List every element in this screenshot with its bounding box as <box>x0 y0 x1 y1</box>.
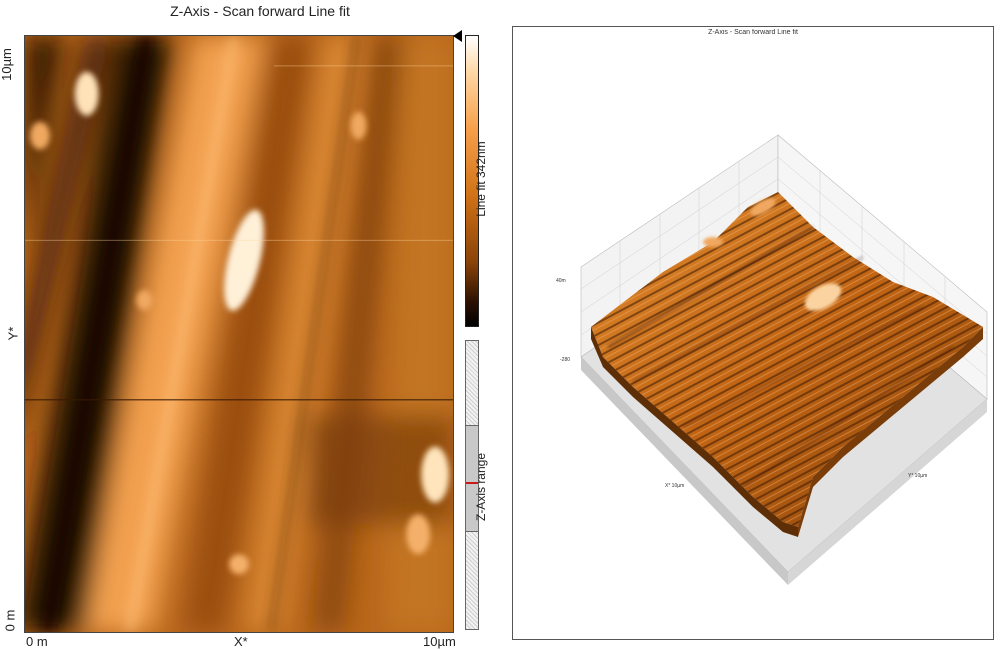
colorbar-pointer-icon[interactable] <box>453 30 462 42</box>
y-axis-min-label: 0 m <box>2 609 18 632</box>
3d-surface-mesh <box>591 192 983 537</box>
z-axis-range-marker <box>466 482 478 484</box>
height-colorbar <box>465 35 479 327</box>
x-axis-title: X* <box>234 634 248 649</box>
x-axis-max-label: 10µm <box>423 634 456 649</box>
panel-divider <box>503 0 506 650</box>
left-view-title: Z-Axis - Scan forward Line fit <box>170 3 350 19</box>
y-axis-3d-label: Y* 10µm <box>908 473 927 479</box>
z-axis-range-window[interactable] <box>466 425 478 532</box>
right-3d-view: Z-Axis - Scan forward Line fit <box>512 26 994 640</box>
right-view-title: Z-Axis - Scan forward Line fit <box>708 29 798 36</box>
left-2d-view: Z-Axis - Scan forward Line fit <box>0 3 488 649</box>
z-axis-top-label: 40m <box>556 278 566 284</box>
x-axis-3d-label: X* 10µm <box>665 483 684 489</box>
y-axis-max-label: 10µm <box>0 48 14 81</box>
colorbar-label: Line fit 342nm <box>474 141 488 217</box>
afm-3d-surface: 40m -280 X* 10µm Y* 10µm <box>556 134 988 585</box>
x-axis-min-label: 0 m <box>26 634 48 649</box>
z-axis-range-label: Z-Axis range <box>474 452 488 522</box>
afm-height-map <box>25 36 453 632</box>
afm-height-image <box>24 35 454 633</box>
z-axis-bottom-label: -280 <box>560 357 570 363</box>
y-axis-title: Y* <box>5 326 21 341</box>
